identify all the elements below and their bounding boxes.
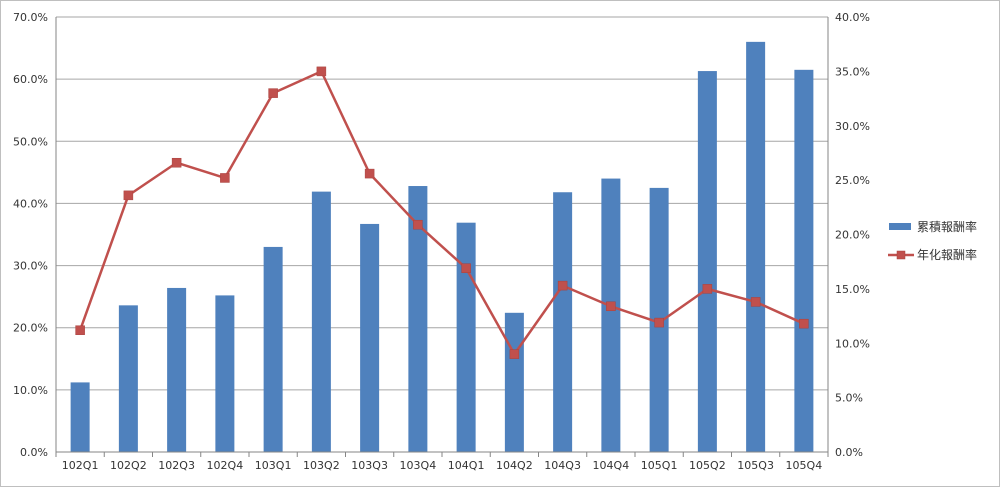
line-series (75, 66, 809, 359)
y-right-tick-label: 25.0% (835, 174, 870, 187)
bar (601, 178, 621, 453)
legend-line-marker (896, 250, 906, 260)
x-tick-label: 105Q3 (737, 459, 774, 472)
y-left-tick-label: 0.0% (20, 446, 48, 459)
line-marker (702, 284, 713, 294)
legend-bar-label: 累積報酬率 (917, 219, 977, 234)
y-left-tick-label: 60.0% (13, 73, 48, 86)
bar (360, 223, 380, 452)
legend: 累積報酬率 年化報酬率 (888, 219, 977, 262)
y-right-tick-label: 40.0% (835, 11, 870, 24)
bar (553, 192, 573, 452)
line-marker (220, 173, 230, 183)
line-marker (509, 349, 520, 359)
bar (504, 312, 524, 452)
line-path (78, 70, 805, 356)
x-tick-label: 103Q4 (400, 459, 437, 472)
y-left-tick-label: 40.0% (13, 197, 48, 210)
x-tick-label: 104Q4 (593, 459, 630, 472)
y-left-tick-label: 70.0% (13, 11, 48, 24)
bar (118, 305, 138, 452)
bar (746, 41, 766, 452)
line-marker (364, 168, 375, 179)
x-tick-label: 102Q1 (62, 459, 99, 472)
line-marker (171, 157, 182, 168)
bar (408, 186, 428, 452)
y-right-tick-label: 15.0% (835, 283, 870, 296)
x-tick-label: 105Q4 (786, 459, 823, 472)
y-right-tick-label: 10.0% (835, 337, 870, 350)
x-tick-label: 105Q2 (689, 459, 726, 472)
x-tick-label: 103Q3 (351, 459, 388, 472)
line-marker (123, 190, 134, 201)
line-marker (413, 219, 423, 230)
bar (167, 287, 187, 452)
line-marker (316, 66, 327, 77)
bar (70, 382, 90, 452)
x-tick-label: 103Q1 (255, 459, 292, 472)
y-right-tick-label: 20.0% (835, 229, 870, 242)
y-right-tick-label: 35.0% (835, 65, 870, 78)
axes: 0.0% 10.0% 20.0% 30.0% 40.0% 50.0% 60.0% 70.0% 0… (13, 11, 870, 472)
line-marker (606, 301, 616, 312)
line-marker (268, 88, 278, 98)
bar (456, 222, 476, 452)
x-tick-label: 103Q2 (303, 459, 340, 472)
bar-series (70, 41, 814, 453)
line-marker (75, 325, 85, 335)
bar (697, 71, 717, 453)
line-marker (557, 280, 568, 291)
x-tick-label: 102Q2 (110, 459, 147, 472)
line-marker (799, 318, 809, 329)
y-right-tick-label: 30.0% (835, 120, 870, 133)
y-left-tick-label: 10.0% (13, 384, 48, 397)
x-tick-label: 104Q3 (544, 459, 581, 472)
y-right-tick-label: 5.0% (835, 392, 863, 405)
x-tick-label: 104Q1 (448, 459, 485, 472)
legend-line-label: 年化報酬率 (917, 247, 977, 262)
bar (311, 191, 331, 452)
y-left-tick-label: 50.0% (13, 135, 48, 148)
line-marker (750, 297, 761, 307)
bar (263, 246, 283, 452)
x-tick-label: 102Q3 (158, 459, 195, 472)
y-left-tick-label: 30.0% (13, 260, 48, 273)
x-tick-label: 104Q2 (496, 459, 533, 472)
bar (794, 69, 814, 453)
x-tick-label: 102Q4 (207, 459, 244, 472)
y-left-tick-label: 20.0% (13, 322, 48, 335)
line-marker (654, 317, 664, 328)
y-right-tick-label: 0.0% (835, 446, 863, 459)
line-marker (461, 263, 471, 273)
legend-bar-swatch (889, 223, 911, 230)
bar (215, 295, 235, 452)
x-tick-label: 105Q1 (641, 459, 678, 472)
